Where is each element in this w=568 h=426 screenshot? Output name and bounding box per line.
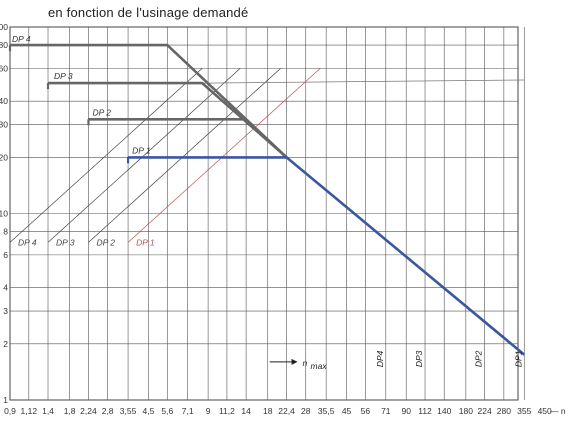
x-tick-label: 90: [401, 406, 411, 416]
x-tick-label: 7,1: [182, 406, 194, 416]
y-tick-label: 2: [3, 339, 8, 349]
construction-line-dp1: [127, 68, 321, 243]
x-tick-label: 3,55: [120, 406, 137, 416]
series-label: DP 1: [132, 145, 151, 155]
dp-vertical-label: DP4: [375, 350, 385, 367]
diagonal-label: DP 3: [56, 237, 75, 247]
diagonal-label: DP 2: [96, 237, 115, 247]
x-tick-label: 71: [381, 406, 391, 416]
x-tick-label: 224: [478, 406, 492, 416]
series-label: DP 4: [12, 34, 31, 44]
x-tick-label: 56: [361, 406, 371, 416]
construction-line-dp3: [47, 68, 241, 243]
y-tick-label: 100: [0, 22, 8, 32]
y-tick-label: 4: [3, 283, 8, 293]
y-tick-label: 60: [0, 63, 8, 73]
series-line-dp1: [128, 156, 526, 356]
x-tick-label: 180: [459, 406, 473, 416]
y-tick-label: 6: [3, 250, 8, 260]
nmax-arrow-head: [291, 358, 298, 365]
construction-line-dp4: [9, 68, 203, 243]
x-tick-label: 9: [206, 406, 211, 416]
x-tick-label: 28: [301, 406, 311, 416]
y-tick-label: 3: [3, 306, 8, 316]
construction-line-dp2: [88, 68, 281, 243]
x-tick-label: 1,4: [42, 406, 54, 416]
y-tick-label: 80: [0, 40, 8, 50]
diagonal-label: DP 4: [18, 237, 37, 247]
dp-vertical-label: DP1: [513, 350, 523, 367]
y-tick-label: 8: [3, 227, 8, 237]
x-tick-label: 0,9: [4, 406, 16, 416]
x-tick-label: 18: [263, 406, 273, 416]
chart-title: en fonction de l'usinage demandé: [48, 5, 249, 20]
x-axis-label: — n: [550, 406, 566, 416]
y-tick-label: 1: [3, 395, 8, 405]
x-tick-label: 22,4: [278, 406, 295, 416]
x-tick-label: 1,12: [21, 406, 38, 416]
nmax-subscript: max: [311, 361, 328, 371]
dp3-extension-line: [202, 79, 525, 84]
x-tick-label: 280: [497, 406, 511, 416]
x-tick-label: 45: [342, 406, 352, 416]
y-tick-label: 10: [0, 209, 8, 219]
dp-vertical-label: DP3: [414, 350, 424, 367]
x-tick-label: 112: [418, 406, 432, 416]
x-tick-label: 5,6: [161, 406, 173, 416]
dp-vertical-label: DP2: [474, 350, 484, 367]
x-tick-label: 1,8: [64, 406, 76, 416]
x-tick-label: 450: [538, 406, 552, 416]
x-tick-label: 14: [241, 406, 251, 416]
y-tick-label: 20: [0, 152, 8, 162]
x-tick-label: 2,8: [102, 406, 114, 416]
series-line-dp2: [88, 118, 288, 159]
x-tick-label: 355: [517, 406, 531, 416]
x-tick-label: 2,24: [80, 406, 97, 416]
diagonal-label: DP 1: [136, 237, 155, 247]
y-tick-label: 40: [0, 96, 8, 106]
y-tick-label: 30: [0, 120, 8, 130]
series-label: DP 3: [54, 71, 73, 81]
x-tick-label: 35,5: [318, 406, 335, 416]
x-tick-label: 4,5: [143, 406, 155, 416]
series-label: DP 2: [92, 107, 111, 117]
x-tick-label: 140: [437, 406, 451, 416]
nmax-label: n: [303, 358, 308, 368]
x-tick-label: 11,2: [219, 406, 235, 416]
